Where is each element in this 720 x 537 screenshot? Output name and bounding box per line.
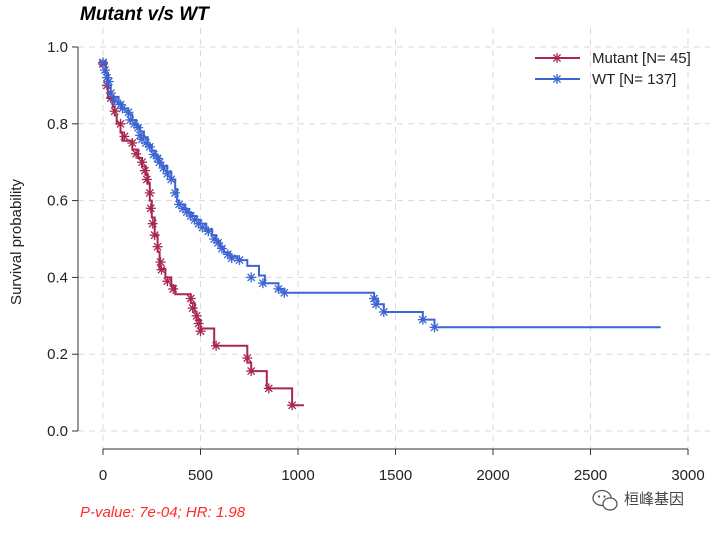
censor-mark-wt <box>162 168 173 179</box>
censor-mark-wt <box>197 222 208 233</box>
censor-mark-wt <box>378 306 389 317</box>
censor-mark-wt <box>213 237 224 248</box>
censor-mark-wt <box>98 57 108 68</box>
censor-mark-wt <box>154 157 165 168</box>
censor-mark-wt <box>103 76 114 87</box>
censor-mark-mutant <box>195 326 206 337</box>
censor-mark-wt <box>257 278 268 289</box>
survival-curve-wt <box>103 71 661 329</box>
watermark-text: 桓峰基因 <box>624 491 684 508</box>
censor-mark-mutant <box>119 131 130 142</box>
censor-mark-wt <box>234 255 245 266</box>
x-tick-label: 500 <box>188 467 213 484</box>
censor-mark-mutant <box>144 187 155 198</box>
censor-mark-wt <box>226 253 237 264</box>
censor-mark-wt <box>117 103 128 114</box>
censor-mark-mutant <box>246 366 257 377</box>
censor-mark-wt <box>371 299 381 310</box>
censor-mark-mutant <box>187 303 198 314</box>
watermark: 桓峰基因 <box>592 489 684 511</box>
legend-marker-mutant <box>552 53 562 63</box>
censor-mark-wt <box>279 287 290 298</box>
y-axis-label: Survival probability <box>8 179 25 305</box>
censor-mark-mutant <box>137 157 147 168</box>
y-tick-label: 0.8 <box>47 116 68 133</box>
censor-mark-wt <box>99 65 110 76</box>
wechat-icon <box>592 489 618 511</box>
legend-item-mutant: Mutant [N= 45] <box>535 50 691 67</box>
censor-mark-mutant <box>131 148 142 159</box>
chart-title: Mutant v/s WT <box>80 4 210 25</box>
legend-label-mutant: Mutant [N= 45] <box>592 50 691 67</box>
axes <box>77 47 688 450</box>
censor-mark-wt <box>417 314 428 325</box>
legend-marker-wt <box>552 74 562 84</box>
censor-mark-mutant <box>287 400 298 411</box>
censor-mark-mutant <box>193 318 204 329</box>
censor-mark-mutant <box>115 118 126 129</box>
censor-mark-mutant <box>139 165 150 176</box>
censor-mark-wt <box>144 141 155 152</box>
y-tick-label: 0.2 <box>47 346 68 363</box>
censor-mark-wt <box>152 153 163 164</box>
censor-mark-wt <box>105 88 116 99</box>
y-tick-label: 0.0 <box>47 423 68 440</box>
censor-mark-mutant <box>145 203 156 214</box>
censor-mark-wt <box>246 272 257 283</box>
censor-mark-mutant <box>149 230 160 241</box>
censor-mark-wt <box>166 174 177 185</box>
censor-mark-mutant <box>263 383 274 394</box>
x-tick-label: 0 <box>99 467 107 484</box>
legend: Mutant [N= 45] WT [N= 137] <box>535 50 691 88</box>
censor-mark-mutant <box>242 353 253 364</box>
censor-mark-mutant <box>109 106 120 117</box>
x-tick-label: 3000 <box>671 467 704 484</box>
grid <box>78 28 710 449</box>
censor-mark-mutant <box>211 340 222 351</box>
censor-mark-mutant <box>147 218 158 229</box>
y-axis-ticks: 0.0 0.2 0.4 0.6 0.8 1.0 <box>47 39 78 440</box>
x-axis-ticks: 0 500 1000 1500 2000 2500 3000 <box>99 449 705 484</box>
series-group <box>98 57 661 411</box>
censor-mark-wt <box>273 283 284 294</box>
legend-item-wt: WT [N= 137] <box>535 71 676 88</box>
censor-mark-mutant <box>191 310 202 321</box>
y-tick-label: 0.6 <box>47 193 68 210</box>
censor-mark-wt <box>133 122 144 133</box>
censor-mark-wt <box>170 187 181 198</box>
censor-mark-mutant <box>152 241 163 252</box>
censor-mark-mutant <box>162 276 173 287</box>
censor-mark-mutant <box>168 283 179 294</box>
x-tick-label: 2000 <box>476 467 509 484</box>
x-tick-label: 1500 <box>379 467 412 484</box>
legend-label-wt: WT [N= 137] <box>592 71 676 88</box>
censor-mark-mutant <box>156 264 167 275</box>
x-tick-label: 2500 <box>574 467 607 484</box>
series-mutant <box>98 58 304 411</box>
censor-mark-wt <box>158 162 169 173</box>
censor-mark-mutant <box>127 138 138 148</box>
censor-mark-wt <box>429 322 440 333</box>
y-tick-label: 0.4 <box>47 269 68 286</box>
y-tick-label: 1.0 <box>47 39 68 56</box>
x-tick-label: 1000 <box>281 467 314 484</box>
censor-mark-mutant <box>155 257 166 268</box>
p-value-annotation: P-value: 7e-04; HR: 1.98 <box>80 504 246 521</box>
censor-mark-wt <box>123 107 134 118</box>
series-wt <box>98 57 661 333</box>
censor-mark-wt <box>109 95 120 106</box>
censor-mark-mutant <box>141 174 152 185</box>
censor-mark-mutant <box>185 293 196 304</box>
censor-mark-wt <box>203 226 214 237</box>
